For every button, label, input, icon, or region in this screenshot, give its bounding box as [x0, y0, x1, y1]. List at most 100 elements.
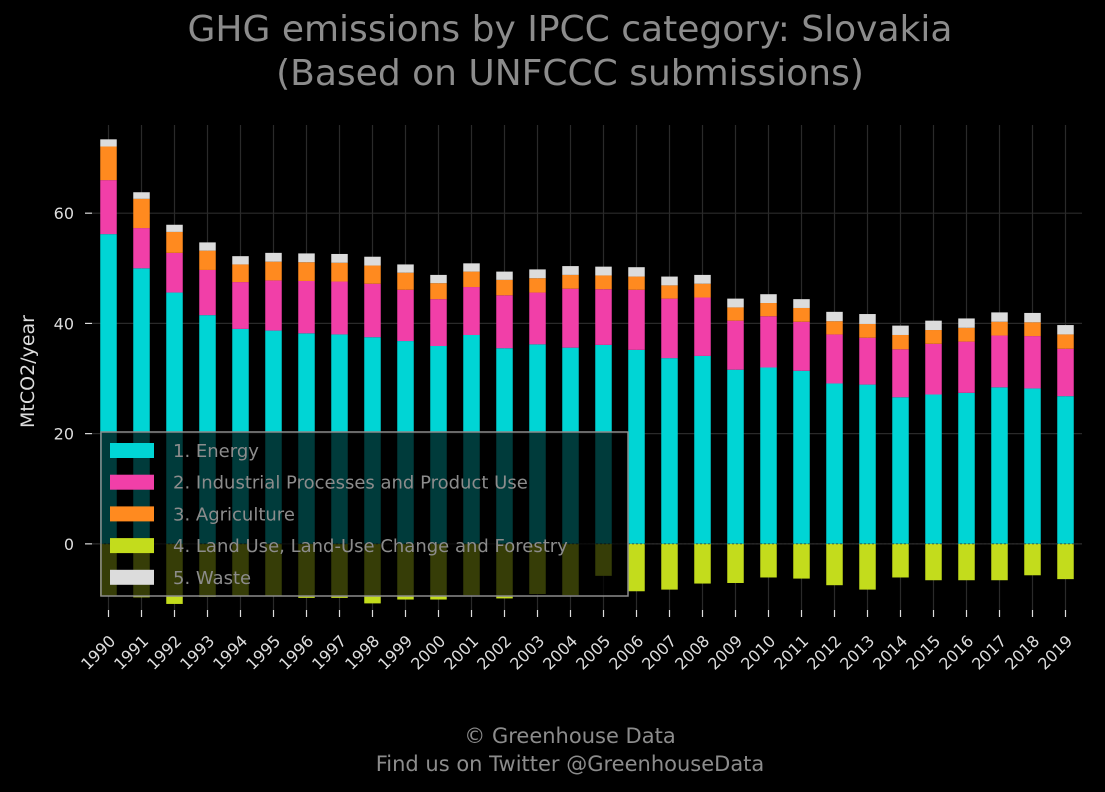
bar-1992-series-5	[166, 224, 183, 232]
bar-2013-series-4	[859, 543, 876, 590]
bar-2008-series-4	[694, 543, 711, 584]
bar-2015-series-3	[925, 330, 942, 344]
bar-1995-series-5	[265, 252, 282, 262]
credit-line-1: © Greenhouse Data	[464, 724, 676, 748]
x-tick-label: 2012	[803, 631, 845, 673]
bar-1996-series-5	[298, 253, 315, 263]
x-tick-label: 2019	[1034, 631, 1076, 673]
bar-2016-series-1	[958, 392, 975, 544]
bar-1999-series-5	[397, 264, 414, 273]
x-tick-label: 2008	[671, 631, 713, 673]
x-tick-label: 1996	[275, 631, 317, 673]
y-tick-label: 60	[54, 204, 74, 223]
bar-1996-series-2	[298, 280, 315, 334]
bar-1993-series-5	[199, 242, 216, 251]
bar-2005-series-2	[595, 289, 612, 345]
x-tick-label: 2000	[407, 631, 449, 673]
bar-2005-series-5	[595, 266, 612, 276]
bar-2014-series-3	[892, 334, 909, 350]
x-tick-label: 1995	[242, 631, 284, 673]
bar-2015-series-4	[925, 543, 942, 581]
bar-2004-series-2	[562, 288, 579, 348]
x-tick-label: 1992	[143, 631, 185, 673]
bar-1996-series-3	[298, 262, 315, 281]
bar-2007-series-1	[661, 358, 678, 544]
x-tick-label: 2004	[539, 631, 581, 673]
bar-2006-series-1	[628, 349, 645, 544]
bar-1994-series-3	[232, 264, 249, 283]
legend-label: 3. Agriculture	[173, 504, 295, 525]
bar-2014-series-1	[892, 397, 909, 544]
bar-2017-series-4	[991, 543, 1008, 581]
credit: © Greenhouse Data Find us on Twitter @Gr…	[0, 722, 1105, 778]
x-tick-label: 2014	[869, 631, 911, 673]
legend: 1. Energy 2. Industrial Processes and Pro…	[100, 431, 629, 597]
bar-1993-series-2	[199, 269, 216, 316]
bar-1991-series-2	[133, 228, 150, 269]
bar-2018-series-3	[1024, 322, 1041, 337]
bar-2017-series-3	[991, 321, 1008, 336]
chart-title: GHG emissions by IPCC category: Slovakia…	[0, 8, 1105, 96]
bar-2013-series-3	[859, 323, 876, 338]
x-tick-label: 2006	[605, 631, 647, 673]
bar-2009-series-2	[727, 320, 744, 370]
bar-2012-series-4	[826, 543, 843, 586]
credit-line-2: Find us on Twitter @GreenhouseData	[375, 752, 765, 776]
bar-2007-series-4	[661, 543, 678, 590]
bar-2007-series-3	[661, 285, 678, 299]
bar-2010-series-3	[760, 303, 777, 317]
bar-2007-series-2	[661, 298, 678, 359]
bar-2015-series-2	[925, 343, 942, 395]
bar-1997-series-2	[331, 281, 348, 335]
bar-2014-series-4	[892, 543, 909, 578]
bar-1994-series-2	[232, 282, 249, 329]
bar-2018-series-2	[1024, 336, 1041, 389]
bar-2012-series-5	[826, 311, 843, 322]
bar-2018-series-5	[1024, 312, 1041, 323]
bar-1997-series-5	[331, 253, 348, 263]
legend-swatch	[110, 443, 154, 458]
bar-2005-series-3	[595, 275, 612, 290]
bar-2010-series-1	[760, 367, 777, 544]
bar-2011-series-3	[793, 307, 810, 322]
legend-swatch	[110, 474, 154, 490]
bar-2002-series-5	[496, 271, 513, 280]
x-tick-label: 2013	[836, 631, 878, 673]
bar-2008-series-3	[694, 283, 711, 298]
bar-1990-series-3	[100, 146, 117, 181]
bar-2010-series-5	[760, 294, 777, 304]
x-tick-label: 1999	[374, 631, 416, 673]
legend-label: 1. Energy	[173, 441, 259, 462]
bar-2009-series-3	[727, 307, 744, 321]
bar-2010-series-4	[760, 543, 777, 578]
bar-2013-series-1	[859, 384, 876, 544]
bar-2019-series-3	[1057, 334, 1074, 349]
bar-2015-series-5	[925, 320, 942, 331]
y-tick-label: 0	[64, 535, 74, 554]
bar-2003-series-3	[529, 278, 546, 293]
bar-2016-series-4	[958, 543, 975, 581]
bar-1994-series-5	[232, 256, 249, 265]
bar-2000-series-3	[430, 283, 447, 300]
x-tick-label: 2010	[737, 631, 779, 673]
bar-2011-series-5	[793, 299, 810, 308]
bar-2009-series-5	[727, 298, 744, 308]
bar-2019-series-2	[1057, 348, 1074, 397]
y-tick-label: 40	[54, 314, 74, 333]
bar-2011-series-1	[793, 370, 810, 544]
bar-1995-series-3	[265, 261, 282, 281]
x-tick-label: 1997	[308, 631, 350, 673]
bar-1998-series-5	[364, 256, 381, 266]
x-tick-label: 1990	[77, 631, 119, 673]
x-tick-label: 2001	[440, 631, 482, 673]
bar-2002-series-2	[496, 295, 513, 349]
bar-1993-series-3	[199, 250, 216, 270]
x-tick-label: 1993	[176, 631, 218, 673]
bar-2019-series-1	[1057, 396, 1074, 544]
legend-swatch	[110, 569, 154, 585]
legend-label: 4. Land Use, Land-Use Change and Forestr…	[173, 536, 568, 557]
bar-2017-series-1	[991, 387, 1008, 544]
y-tick-label: 20	[54, 425, 74, 444]
bar-2008-series-1	[694, 355, 711, 544]
y-axis-label: MtCO2/year	[17, 315, 39, 428]
